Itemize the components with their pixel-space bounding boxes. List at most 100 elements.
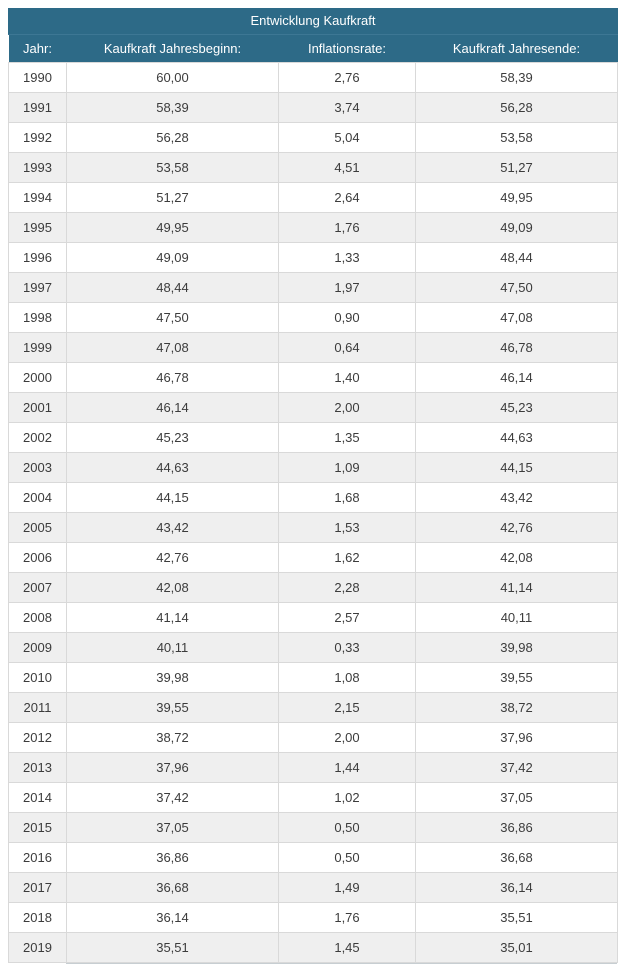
inflation-cell: 1,49 (278, 872, 416, 903)
kaufkraft-end-cell: 40,11 (415, 602, 618, 633)
year-cell: 2018 (8, 902, 67, 933)
kaufkraft-begin-cell: 60,00 (66, 62, 279, 93)
inflation-cell: 1,33 (278, 242, 416, 273)
kaufkraft-end-cell: 36,14 (415, 872, 618, 903)
column-header-kaufkraft-end: Kaufkraft Jahresende: (415, 35, 618, 63)
year-cell: 2006 (8, 542, 67, 573)
kaufkraft-end-cell: 47,50 (415, 272, 618, 303)
kaufkraft-table: Entwicklung Kaufkraft Jahr: Kaufkraft Ja… (8, 8, 618, 963)
year-cell: 2007 (8, 572, 67, 603)
kaufkraft-begin-cell: 37,96 (66, 752, 279, 783)
inflation-cell: 1,62 (278, 542, 416, 573)
table-row: 2011 39,55 2,15 38,72 (8, 692, 618, 723)
kaufkraft-begin-cell: 46,78 (66, 362, 279, 393)
inflation-cell: 3,74 (278, 92, 416, 123)
year-cell: 1997 (8, 272, 67, 303)
kaufkraft-end-cell: 49,09 (415, 212, 618, 243)
kaufkraft-end-cell: 42,08 (415, 542, 618, 573)
year-cell: 1990 (8, 62, 67, 93)
year-cell: 2009 (8, 632, 67, 663)
table-row: 2013 37,96 1,44 37,42 (8, 752, 618, 783)
inflation-cell: 2,15 (278, 692, 416, 723)
kaufkraft-begin-cell: 47,08 (66, 332, 279, 363)
inflation-cell: 1,76 (278, 902, 416, 933)
inflation-cell: 0,90 (278, 302, 416, 333)
year-cell: 2012 (8, 722, 67, 753)
inflation-cell: 1,45 (278, 932, 416, 963)
table-row: 1995 49,95 1,76 49,09 (8, 212, 618, 243)
inflation-cell: 0,64 (278, 332, 416, 363)
table-row: 2005 43,42 1,53 42,76 (8, 512, 618, 543)
kaufkraft-end-cell: 36,86 (415, 812, 618, 843)
kaufkraft-begin-cell: 58,39 (66, 92, 279, 123)
kaufkraft-begin-cell: 56,28 (66, 122, 279, 153)
kaufkraft-begin-cell: 51,27 (66, 182, 279, 213)
kaufkraft-end-cell: 45,23 (415, 392, 618, 423)
year-cell: 1994 (8, 182, 67, 213)
kaufkraft-end-cell: 44,15 (415, 452, 618, 483)
inflation-cell: 1,44 (278, 752, 416, 783)
kaufkraft-begin-cell: 37,05 (66, 812, 279, 843)
kaufkraft-end-cell: 48,44 (415, 242, 618, 273)
year-cell: 2010 (8, 662, 67, 693)
table-row: 2009 40,11 0,33 39,98 (8, 632, 618, 663)
kaufkraft-end-cell: 58,39 (415, 62, 618, 93)
year-cell: 2017 (8, 872, 67, 903)
inflation-cell: 2,76 (278, 62, 416, 93)
year-cell: 2011 (8, 692, 67, 723)
kaufkraft-begin-cell: 36,14 (66, 902, 279, 933)
kaufkraft-end-cell: 37,96 (415, 722, 618, 753)
table-row: 2007 42,08 2,28 41,14 (8, 572, 618, 603)
kaufkraft-begin-cell: 53,58 (66, 152, 279, 183)
year-cell: 2002 (8, 422, 67, 453)
inflation-cell: 1,09 (278, 452, 416, 483)
kaufkraft-end-cell: 42,76 (415, 512, 618, 543)
kaufkraft-begin-cell: 36,86 (66, 842, 279, 873)
inflation-cell: 1,08 (278, 662, 416, 693)
table-row: 2016 36,86 0,50 36,68 (8, 842, 618, 873)
inflation-cell: 2,64 (278, 182, 416, 213)
inflation-cell: 1,02 (278, 782, 416, 813)
inflation-cell: 1,68 (278, 482, 416, 513)
table-row: 2002 45,23 1,35 44,63 (8, 422, 618, 453)
year-cell: 2015 (8, 812, 67, 843)
kaufkraft-end-cell: 46,14 (415, 362, 618, 393)
year-cell: 1998 (8, 302, 67, 333)
year-cell: 2013 (8, 752, 67, 783)
kaufkraft-end-cell: 38,72 (415, 692, 618, 723)
column-header-kaufkraft-begin: Kaufkraft Jahresbeginn: (66, 35, 279, 63)
inflation-cell: 1,76 (278, 212, 416, 243)
table-row: 2014 37,42 1,02 37,05 (8, 782, 618, 813)
kaufkraft-begin-cell: 41,14 (66, 602, 279, 633)
year-cell: 1992 (8, 122, 67, 153)
kaufkraft-begin-cell: 46,14 (66, 392, 279, 423)
kaufkraft-end-cell: 39,98 (415, 632, 618, 663)
table-row: 1990 60,00 2,76 58,39 (8, 62, 618, 93)
kaufkraft-begin-cell: 36,68 (66, 872, 279, 903)
table-row: 2017 36,68 1,49 36,14 (8, 872, 618, 903)
kaufkraft-begin-cell: 38,72 (66, 722, 279, 753)
inflation-cell: 2,00 (278, 392, 416, 423)
inflation-cell: 0,50 (278, 812, 416, 843)
inflation-cell: 1,97 (278, 272, 416, 303)
table-row: 2006 42,76 1,62 42,08 (8, 542, 618, 573)
table-header: Jahr: Kaufkraft Jahresbeginn: Inflations… (8, 35, 618, 63)
year-cell: 2008 (8, 602, 67, 633)
kaufkraft-begin-cell: 49,95 (66, 212, 279, 243)
inflation-cell: 2,00 (278, 722, 416, 753)
kaufkraft-end-cell: 37,05 (415, 782, 618, 813)
kaufkraft-begin-cell: 44,63 (66, 452, 279, 483)
table-row: 1998 47,50 0,90 47,08 (8, 302, 618, 333)
inflation-cell: 0,50 (278, 842, 416, 873)
year-cell: 2019 (8, 932, 67, 963)
table-title: Entwicklung Kaufkraft (8, 8, 618, 35)
table-row: 2012 38,72 2,00 37,96 (8, 722, 618, 753)
header-row: Jahr: Kaufkraft Jahresbeginn: Inflations… (8, 35, 618, 63)
column-header-inflationsrate: Inflationsrate: (278, 35, 416, 63)
kaufkraft-begin-cell: 47,50 (66, 302, 279, 333)
year-cell: 1993 (8, 152, 67, 183)
inflation-cell: 0,33 (278, 632, 416, 663)
table-row: 2004 44,15 1,68 43,42 (8, 482, 618, 513)
table-row: 1991 58,39 3,74 56,28 (8, 92, 618, 123)
